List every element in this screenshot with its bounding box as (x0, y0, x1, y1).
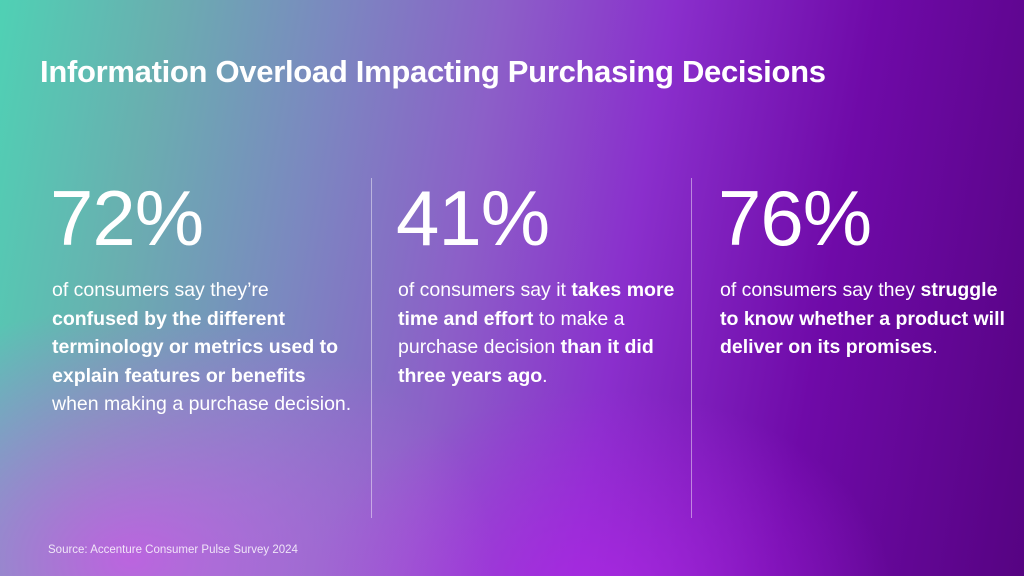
stat-column-2: 41% of consumers say it takes more time … (396, 174, 688, 390)
column-divider (371, 178, 372, 518)
desc-emphasis: struggle to know whether a product will … (720, 279, 1005, 358)
stat-value: 72% (50, 174, 204, 262)
stat-description: of consumers say it takes more time and … (398, 276, 688, 390)
stat-description: of consumers say they’re confused by the… (52, 276, 352, 419)
desc-emphasis: than it did three years ago (398, 336, 654, 387)
source-citation: Source: Accenture Consumer Pulse Survey … (48, 544, 298, 556)
desc-text: . (542, 364, 548, 387)
column-divider (691, 178, 692, 518)
desc-text: . (932, 336, 938, 358)
stat-column-1: 72% of consumers say they’re confused by… (50, 174, 352, 419)
desc-text: of consumers say it (398, 279, 572, 301)
desc-text: when making a purchase decision. (52, 393, 352, 415)
desc-emphasis: confused by the different terminology or… (52, 307, 339, 387)
stat-description: of consumers say they struggle to know w… (720, 276, 1020, 362)
stat-column-3: 76% of consumers say they struggle to kn… (718, 174, 1020, 362)
slide-title: Information Overload Impacting Purchasin… (40, 54, 826, 89)
desc-text: of consumers say they (720, 279, 921, 301)
desc-text: to make a purchase decision (398, 307, 625, 359)
desc-emphasis: takes more time and effort (398, 279, 675, 330)
stat-value: 41% (396, 174, 550, 262)
desc-text: of consumers say they’re (52, 279, 269, 301)
stat-value: 76% (718, 174, 872, 262)
